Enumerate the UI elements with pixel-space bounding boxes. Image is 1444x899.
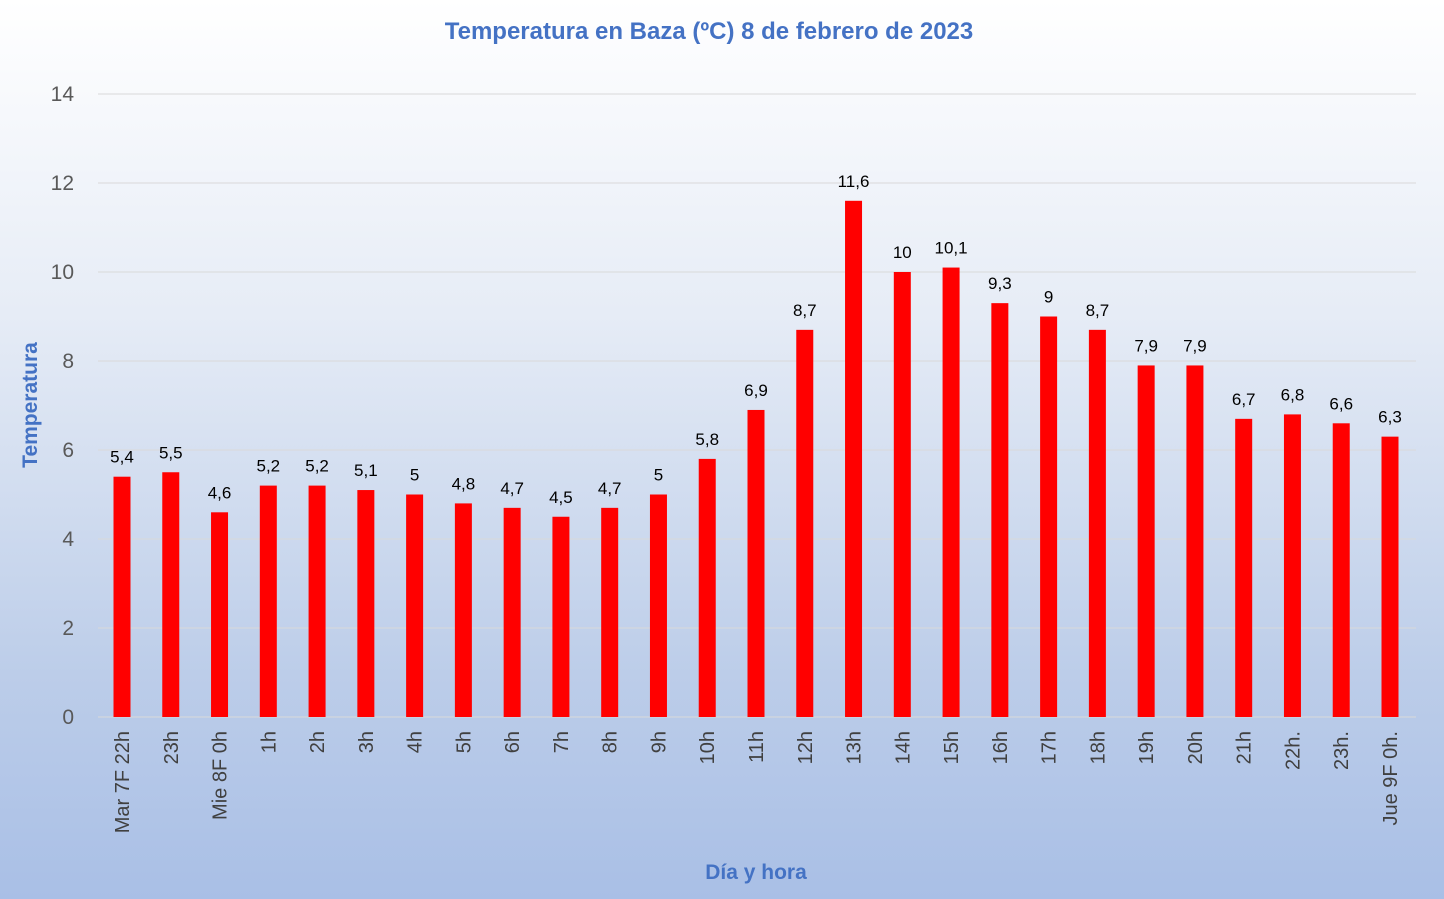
x-tick-label: 2h [307,731,329,753]
data-labels: 5,4 5,5 4,6 5,2 5,2 5,1 5 4,8 4,7 4,5 4,7 5 5,8 6,9 8,… [110,172,1402,507]
y-tick-label: 2 [62,617,74,640]
x-tick-label: 15h [941,731,963,764]
y-tick-label: 4 [62,528,74,551]
x-axis-ticks: Mar 7F 22h 23h Mie 8F 0h 1h 2h 3h 4h 5h 6h 7h 8h 9h… [112,731,1402,833]
data-label: 10 [893,243,912,262]
data-label: 8,7 [1086,301,1110,320]
data-label: 5 [410,466,419,485]
data-label: 6,9 [744,381,768,400]
x-tick-label: Mie 8F 0h [210,731,232,820]
x-tick-label: 1h [258,731,280,753]
bar [1040,316,1058,717]
x-tick-label: 6h [502,731,524,753]
data-label: 5,5 [159,443,183,462]
y-tick-label: 12 [51,172,74,195]
bar [1381,436,1399,717]
bar [308,485,326,717]
data-label: 6,6 [1329,394,1353,413]
data-label: 11,6 [838,172,870,191]
x-tick-label: 16h [990,731,1012,764]
bars [113,200,1399,718]
bar [113,476,131,717]
x-tick-label: 13h [844,731,866,764]
data-label: 4,8 [452,474,476,493]
bar [747,409,765,717]
x-tick-label: 23h. [1331,731,1353,770]
bar [601,507,619,717]
x-tick-label: 12h [795,731,817,764]
bar [942,267,960,717]
data-label: 4,5 [549,488,573,507]
x-tick-label: 3h [356,731,378,753]
x-tick-label: 21h [1234,731,1256,764]
data-label: 7,9 [1134,336,1158,355]
y-axis-title: Temperatura [19,342,42,468]
data-label: 6,7 [1232,390,1256,409]
bar [211,512,229,717]
data-label: 8,7 [793,301,817,320]
y-tick-label: 0 [62,706,74,729]
bar [1235,418,1253,717]
x-tick-label: 11h [746,731,768,763]
bar [503,507,521,717]
x-tick-label: 23h [161,731,183,764]
data-label: 4,7 [598,479,622,498]
data-label: 9 [1044,288,1053,307]
x-tick-label: 17h [1039,731,1061,764]
y-tick-label: 10 [51,261,74,284]
x-tick-label: 22h. [1282,731,1304,770]
data-label: 5,2 [256,457,280,476]
x-tick-label: Mar 7F 22h [112,731,134,833]
x-tick-label: 9h [648,731,670,753]
data-label: 7,9 [1183,336,1207,355]
bar [1186,365,1204,717]
bar [796,329,814,717]
x-tick-label: Jue 9F 0h. [1380,731,1402,826]
bar [454,503,472,717]
data-label: 10,1 [935,239,968,258]
x-tick-label: 10h [697,731,719,764]
data-label: 6,8 [1281,385,1305,404]
data-label: 5,1 [354,461,378,480]
bar [1137,365,1155,717]
bar [1283,414,1301,717]
x-tick-label: 5h [453,731,475,753]
bar [845,200,863,718]
data-label: 4,6 [208,483,232,502]
chart-title: Temperatura en Baza (ºC) 8 de febrero de… [445,18,974,45]
bar [1332,423,1350,717]
x-tick-label: 20h [1185,731,1207,764]
bar [357,490,375,717]
bar [698,458,716,717]
bar [991,303,1009,717]
y-tick-label: 8 [62,350,74,373]
bar [162,472,180,717]
bar [259,485,277,717]
bar [552,516,570,717]
y-tick-label: 6 [62,439,74,462]
x-tick-label: 14h [892,731,914,764]
data-label: 5 [654,466,663,485]
bar [1088,329,1106,717]
x-tick-label: 7h [551,731,573,753]
x-tick-label: 18h [1087,731,1109,764]
data-label: 9,3 [988,274,1012,293]
y-tick-label: 14 [51,83,75,106]
bar [649,494,667,717]
bar [406,494,424,717]
x-tick-label: 4h [405,731,427,753]
y-axis-ticks: 0 2 4 6 8 10 12 14 [51,83,75,729]
x-tick-label: 8h [600,731,622,753]
x-axis-title: Día y hora [705,861,807,884]
data-label: 6,3 [1378,408,1402,427]
x-tick-label: 19h [1136,731,1158,764]
data-label: 5,4 [110,448,134,467]
data-label: 5,8 [695,430,719,449]
data-label: 5,2 [305,457,329,476]
bar [893,272,911,717]
data-label: 4,7 [500,479,524,498]
